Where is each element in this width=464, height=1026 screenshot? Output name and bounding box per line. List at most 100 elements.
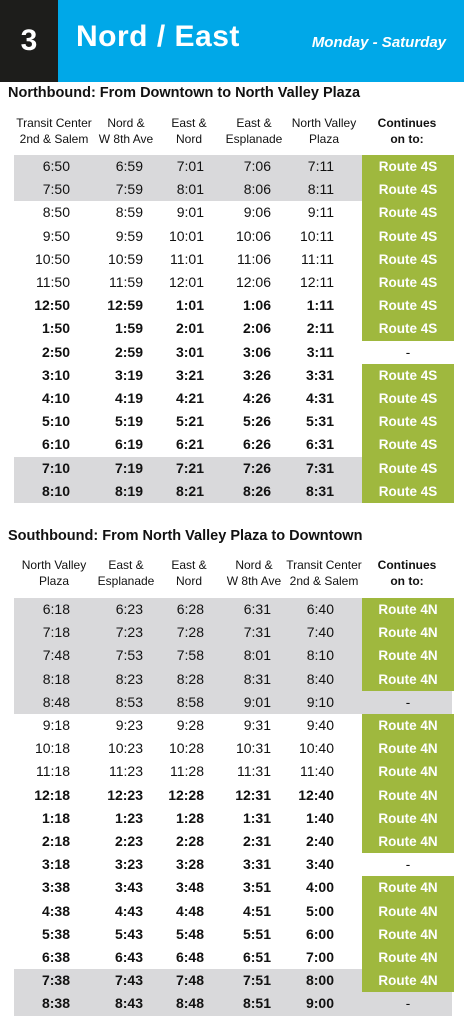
time-cell: 1:40 <box>305 809 334 826</box>
time-cell: 9:40 <box>306 717 334 733</box>
column-header-line1: East & <box>236 116 272 130</box>
continues-route-cell: Route 4S <box>362 155 454 179</box>
time-cell: 5:51 <box>242 925 271 942</box>
continues-route-cell: Route 4N <box>362 969 454 993</box>
time-cell: 4:19 <box>114 390 143 406</box>
time-cell: 7:48 <box>42 647 70 664</box>
time-cell: 4:48 <box>175 902 204 919</box>
column-header-line1: North Valley <box>291 116 357 130</box>
time-cell: 1:59 <box>114 320 143 337</box>
time-cell: 4:10 <box>41 390 70 406</box>
time-cell: 10:18 <box>34 740 70 757</box>
time-cell: 7:31 <box>243 624 271 641</box>
time-cell: 7:00 <box>305 949 334 965</box>
column-header-line2: 2nd & Salem <box>289 574 359 588</box>
route-title: Nord / East <box>76 20 240 53</box>
schedule-row: 12:50 12:59 1:01 1:06 1:11 Route 4S <box>0 294 464 318</box>
time-cell: 6:23 <box>115 601 143 617</box>
time-cell: 9:10 <box>306 693 334 710</box>
column-header-stop: East & Esplanade <box>206 115 302 147</box>
time-cell: 12:23 <box>107 786 143 803</box>
time-cell: 1:23 <box>114 809 143 826</box>
time-cell: 5:10 <box>41 413 70 430</box>
schedule-row: 7:18 7:23 7:28 7:31 7:40 Route 4N <box>0 621 464 645</box>
time-cell: 8:19 <box>114 482 143 499</box>
column-header-continues: Continues on to: <box>359 115 455 147</box>
column-header-stop: East & Esplanade <box>78 557 174 589</box>
time-cell: 3:10 <box>41 366 70 383</box>
time-cell: 11:01 <box>170 250 204 267</box>
time-cell: 8:43 <box>114 995 143 1012</box>
time-cell: 9:00 <box>305 995 334 1012</box>
schedule-row: 5:10 5:19 5:21 5:26 5:31 Route 4S <box>0 410 464 434</box>
time-cell: 1:28 <box>175 809 204 826</box>
column-header-line1: North Valley <box>21 558 87 572</box>
time-cell: 5:31 <box>305 413 334 430</box>
column-header-line2: Esplanade <box>225 132 283 146</box>
time-cell: 7:18 <box>42 624 70 641</box>
time-cell: 6:28 <box>176 601 204 617</box>
time-cell: 10:23 <box>107 740 143 757</box>
time-cell: 4:00 <box>305 879 334 896</box>
time-cell: 6:38 <box>41 949 70 965</box>
time-cell: 9:59 <box>115 227 143 244</box>
continues-route-cell: - <box>405 694 411 710</box>
schedule-row: 9:18 9:23 9:28 9:31 9:40 Route 4N <box>0 714 464 738</box>
time-cell: 2:59 <box>114 343 143 360</box>
continues-route-cell: Route 4S <box>362 201 454 225</box>
time-cell: 3:40 <box>305 856 334 873</box>
time-cell: 6:31 <box>243 601 271 617</box>
time-cell: 6:00 <box>305 925 334 942</box>
time-cell: 8:59 <box>115 204 143 221</box>
column-header-stop: Transit Center 2nd & Salem <box>276 557 372 589</box>
schedule-row: 11:18 11:23 11:28 11:31 11:40 Route 4N <box>0 760 464 784</box>
time-cell: 1:06 <box>242 297 271 314</box>
time-cell: 12:18 <box>34 786 70 803</box>
time-cell: 7:26 <box>242 459 271 476</box>
column-header-stop: Nord & W 8th Ave <box>206 557 302 589</box>
time-cell: 11:18 <box>36 763 70 780</box>
schedule-row: 2:50 2:59 3:01 3:06 3:11 - <box>0 341 464 364</box>
column-header-line1: East & <box>108 558 144 572</box>
time-cell: 11:50 <box>36 274 70 290</box>
column-header-line1: Nord & <box>235 558 273 572</box>
time-cell: 11:40 <box>300 763 334 780</box>
time-cell: 12:01 <box>168 274 204 290</box>
time-cell: 5:48 <box>175 925 204 942</box>
schedule-row: 10:50 10:59 11:01 11:06 11:11 Route 4S <box>0 247 464 271</box>
column-header-line2: Esplanade <box>97 574 155 588</box>
continues-route-cell: - <box>405 344 411 360</box>
column-header-stop: Transit Center 2nd & Salem <box>6 115 102 147</box>
column-header-line1: Nord & <box>107 116 145 130</box>
time-cell: 5:19 <box>114 413 143 430</box>
schedule-row: 2:18 2:23 2:28 2:31 2:40 Route 4N <box>0 830 464 854</box>
schedule-row: 4:38 4:43 4:48 4:51 5:00 Route 4N <box>0 899 464 923</box>
northbound-title: Northbound: From Downtown to North Valle… <box>8 85 361 101</box>
continues-route-cell: Route 4N <box>362 876 454 900</box>
time-cell: 12:59 <box>107 297 143 314</box>
service-days: Monday - Saturday <box>311 34 446 51</box>
time-cell: 11:06 <box>237 250 271 267</box>
time-cell: 3:23 <box>114 856 143 873</box>
column-header-stop: North Valley Plaza <box>6 557 102 589</box>
time-cell: 10:01 <box>168 227 204 244</box>
time-cell: 9:31 <box>243 717 271 733</box>
time-cell: 7:23 <box>115 624 143 641</box>
time-cell: 11:28 <box>170 763 204 780</box>
continues-route-cell: Route 4N <box>362 899 454 923</box>
time-cell: 8:48 <box>175 995 204 1012</box>
column-header-stop: Nord & W 8th Ave <box>78 115 174 147</box>
schedule-row: 1:50 1:59 2:01 2:06 2:11 Route 4S <box>0 317 464 341</box>
time-cell: 8:38 <box>41 995 70 1012</box>
schedule-row: 3:10 3:19 3:21 3:26 3:31 Route 4S <box>0 363 464 387</box>
time-cell: 2:06 <box>242 320 271 337</box>
time-cell: 9:28 <box>176 717 204 733</box>
time-cell: 6:26 <box>242 436 271 453</box>
time-cell: 2:50 <box>41 343 70 360</box>
time-cell: 7:38 <box>41 972 70 989</box>
time-cell: 6:51 <box>242 949 271 965</box>
time-cell: 7:11 <box>307 158 334 174</box>
time-cell: 3:06 <box>242 343 271 360</box>
column-header-line2: 2nd & Salem <box>19 132 89 146</box>
continues-route-cell: Route 4S <box>362 271 454 295</box>
